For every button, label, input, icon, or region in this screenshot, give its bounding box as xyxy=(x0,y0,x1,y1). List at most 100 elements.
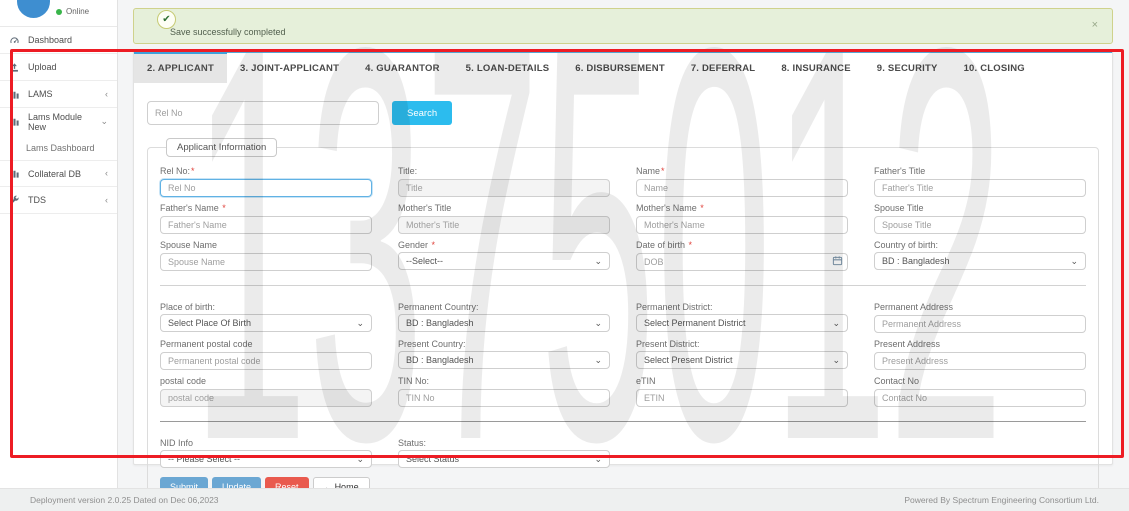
tab-security[interactable]: 9. SECURITY xyxy=(876,63,938,74)
search-row: Search xyxy=(147,101,1099,125)
field-present-address: Present Address xyxy=(874,339,1086,370)
field-mothers-title: Mother's Title xyxy=(398,203,610,234)
dob-input[interactable] xyxy=(636,253,848,271)
present-district-select[interactable]: Select Present District ⌄ xyxy=(636,351,848,369)
spouse-name-input[interactable] xyxy=(160,253,372,271)
present-country-select[interactable]: BD : Bangladesh ⌄ xyxy=(398,351,610,369)
present-address-input[interactable] xyxy=(874,352,1086,370)
sidebar-item-lams[interactable]: LAMS ‹ xyxy=(0,81,117,108)
field-label: Rel No: xyxy=(160,166,191,176)
chevron-down-icon: ⌄ xyxy=(832,317,840,328)
sidebar-profile: Online xyxy=(0,0,117,27)
bar-chart-icon xyxy=(10,118,19,126)
name-input[interactable] xyxy=(636,179,848,197)
footer: Deployment version 2.0.25 Dated on Dec 0… xyxy=(0,488,1129,511)
sidebar-subitem-lams-dashboard[interactable]: Lams Dashboard xyxy=(0,135,117,160)
tab-applicant[interactable]: 2. APPLICANT xyxy=(134,51,227,83)
tab-deferral[interactable]: 7. DEFERRAL xyxy=(690,63,756,74)
tab-joint-applicant[interactable]: 3. JOINT-APPLICANT xyxy=(239,63,340,74)
tab-disbursement[interactable]: 6. DISBURSEMENT xyxy=(575,63,665,74)
field-label: Permanent Address xyxy=(874,302,954,312)
place-of-birth-select[interactable]: Select Place Of Birth ⌄ xyxy=(160,314,372,332)
permanent-country-select[interactable]: BD : Bangladesh ⌄ xyxy=(398,314,610,332)
close-icon[interactable]: × xyxy=(1091,19,1098,31)
field-label: Permanent Country: xyxy=(398,302,479,312)
select-value: Select Permanent District xyxy=(644,318,746,328)
avatar xyxy=(17,0,50,18)
field-label: eTIN xyxy=(636,376,656,386)
tab-loan-details[interactable]: 5. LOAN-DETAILS xyxy=(465,63,550,74)
gender-select[interactable]: --Select-- ⌄ xyxy=(398,252,610,270)
permanent-address-input[interactable] xyxy=(874,315,1086,333)
required-marker: * xyxy=(688,240,693,250)
form-panel: 2. APPLICANT 3. JOINT-APPLICANT 4. GUARA… xyxy=(133,51,1113,508)
sidebar-item-dashboard[interactable]: Dashboard xyxy=(0,27,117,54)
deployment-version-text: Deployment version 2.0.25 Dated on Dec 0… xyxy=(30,495,219,505)
field-country-of-birth: Country of birth: BD : Bangladesh ⌄ xyxy=(874,240,1086,270)
tab-closing[interactable]: 10. CLOSING xyxy=(963,63,1025,74)
sidebar-item-upload[interactable]: Upload xyxy=(0,54,117,81)
contact-no-input[interactable] xyxy=(874,389,1086,407)
chevron-left-icon: ‹ xyxy=(105,168,108,178)
field-permanent-country: Permanent Country: BD : Bangladesh ⌄ xyxy=(398,302,610,332)
field-present-district: Present District: Select Present Distric… xyxy=(636,339,848,369)
wrench-icon xyxy=(10,195,19,204)
online-status-dot-icon xyxy=(56,8,62,15)
field-label: Permanent District: xyxy=(636,302,713,312)
select-value: Select Place Of Birth xyxy=(168,318,252,328)
calendar-icon[interactable] xyxy=(832,255,843,266)
online-status-label: Online xyxy=(66,7,90,16)
permanent-postal-code-input[interactable] xyxy=(160,352,372,370)
bar-chart-icon xyxy=(10,170,19,178)
search-button[interactable]: Search xyxy=(392,101,453,125)
field-fathers-name: Father's Name * xyxy=(160,203,372,234)
country-of-birth-select[interactable]: BD : Bangladesh ⌄ xyxy=(874,252,1086,270)
postal-code-input[interactable] xyxy=(160,389,372,407)
select-value: --Select-- xyxy=(406,256,444,266)
field-label: Name xyxy=(636,166,661,176)
select-value: BD : Bangladesh xyxy=(406,355,474,365)
sidebar-item-lams-module-new[interactable]: Lams Module New ⌄ xyxy=(0,108,117,135)
nid-info-select[interactable]: -- Please Select -- ⌄ xyxy=(160,450,372,468)
tab-insurance[interactable]: 8. INSURANCE xyxy=(781,63,851,74)
tab-content: Search Applicant Information Rel No:* Ti… xyxy=(134,101,1112,508)
required-marker: * xyxy=(222,203,226,213)
online-status: Online xyxy=(56,7,89,16)
mothers-title-input[interactable] xyxy=(398,216,610,234)
chevron-down-icon: ⌄ xyxy=(594,317,602,328)
upload-icon xyxy=(11,62,18,72)
status-select[interactable]: Select Status ⌄ xyxy=(398,450,610,468)
field-date-of-birth: Date of birth * xyxy=(636,240,848,271)
field-name: Name* xyxy=(636,166,848,197)
tab-guarantor[interactable]: 4. GUARANTOR xyxy=(365,63,440,74)
field-label: Spouse Title xyxy=(874,203,924,213)
search-input[interactable] xyxy=(147,101,379,125)
field-label: Date of birth xyxy=(636,240,688,250)
spouse-title-input[interactable] xyxy=(874,216,1086,234)
field-postal-code: postal code xyxy=(160,376,372,407)
field-gender: Gender * --Select-- ⌄ xyxy=(398,240,610,270)
field-etin: eTIN xyxy=(636,376,848,407)
field-status: Status: Select Status ⌄ xyxy=(398,438,610,468)
select-value: Select Present District xyxy=(644,355,733,365)
title-input[interactable] xyxy=(398,179,610,197)
chevron-down-icon: ⌄ xyxy=(356,317,364,328)
sidebar-item-label: Upload xyxy=(28,62,57,72)
mothers-name-input[interactable] xyxy=(636,216,848,234)
field-label: Gender xyxy=(398,240,431,250)
sidebar-item-collateral-db[interactable]: Collateral DB ‹ xyxy=(0,160,117,187)
permanent-district-select[interactable]: Select Permanent District ⌄ xyxy=(636,314,848,332)
required-marker: * xyxy=(431,240,436,250)
tin-no-input[interactable] xyxy=(398,389,610,407)
sidebar-item-label: Dashboard xyxy=(28,35,73,45)
etin-input[interactable] xyxy=(636,389,848,407)
field-label: Present Address xyxy=(874,339,941,349)
rel-no-input[interactable] xyxy=(160,179,372,197)
field-label: Place of birth: xyxy=(160,302,216,312)
field-label: Status: xyxy=(398,438,427,448)
field-label: Present Country: xyxy=(398,339,466,349)
fathers-title-input[interactable] xyxy=(874,179,1086,197)
fathers-name-input[interactable] xyxy=(160,216,372,234)
sidebar-item-tds[interactable]: TDS ‹ xyxy=(0,187,117,214)
field-label: NID Info xyxy=(160,438,194,448)
